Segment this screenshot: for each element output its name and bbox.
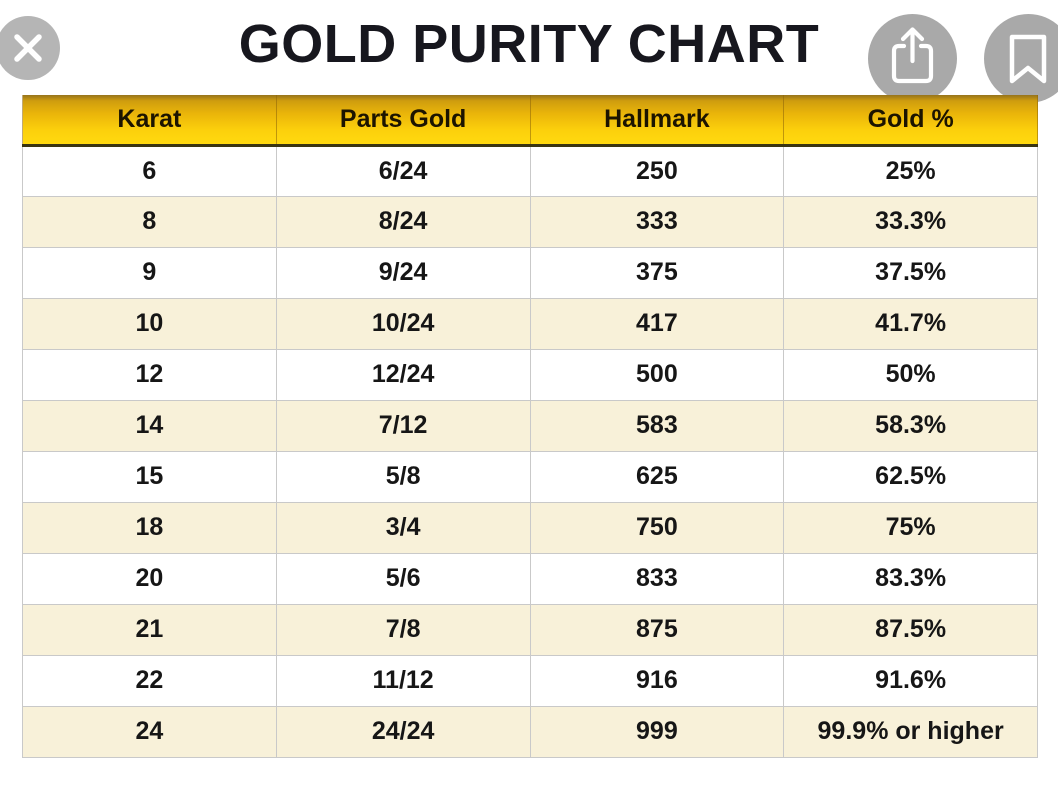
table-row: 12 12/24 500 50%: [22, 348, 1038, 401]
close-button[interactable]: [0, 16, 60, 80]
table-cell: 58.3%: [783, 399, 1038, 452]
table-cell: 625: [529, 450, 785, 503]
table-row: 6 6/24 250 25%: [22, 144, 1038, 197]
table-cell: 25%: [783, 144, 1038, 197]
table-cell: 8/24: [275, 195, 531, 248]
table-cell: 91.6%: [783, 654, 1038, 707]
table-cell: 41.7%: [783, 297, 1038, 350]
table-header: Karat Parts Gold Hallmark Gold %: [22, 95, 1038, 147]
table-cell: 5/6: [275, 552, 531, 605]
table-cell: 10/24: [275, 297, 531, 350]
table-cell: 22: [22, 654, 277, 707]
table-cell: 5/8: [275, 450, 531, 503]
table-cell: 417: [529, 297, 785, 350]
page-title: GOLD PURITY CHART: [238, 14, 820, 74]
table-cell: 916: [529, 654, 785, 707]
table-row: 8 8/24 333 33.3%: [22, 195, 1038, 248]
table-cell: 14: [22, 399, 277, 452]
table-cell: 6/24: [275, 144, 531, 197]
table-cell: 9: [22, 246, 277, 299]
table-cell: 62.5%: [783, 450, 1038, 503]
table-cell: 500: [529, 348, 785, 401]
table-row: 21 7/8 875 87.5%: [22, 603, 1038, 656]
table-cell: 20: [22, 552, 277, 605]
table-cell: 8: [22, 195, 277, 248]
table-cell: 10: [22, 297, 277, 350]
share-icon: [868, 14, 957, 103]
table-cell: 7/12: [275, 399, 531, 452]
table-cell: 87.5%: [783, 603, 1038, 656]
table-cell: 750: [529, 501, 785, 554]
table-cell: 875: [529, 603, 785, 656]
table-cell: 12/24: [275, 348, 531, 401]
bookmark-button[interactable]: [984, 14, 1058, 103]
table-cell: 583: [529, 399, 785, 452]
table-cell: 33.3%: [783, 195, 1038, 248]
table-cell: 833: [529, 552, 785, 605]
table-cell: 24: [22, 705, 277, 758]
table-cell: 999: [529, 705, 785, 758]
share-button[interactable]: [868, 14, 957, 103]
table-row: 9 9/24 375 37.5%: [22, 246, 1038, 299]
table-row: 24 24/24 999 99.9% or higher: [22, 705, 1038, 758]
table-body: 6 6/24 250 25% 8 8/24 333 33.3% 9 9/24 375 37.5% 10 1…: [22, 144, 1038, 758]
table-cell: 333: [529, 195, 785, 248]
header-cell-gold-: Gold %: [783, 95, 1038, 147]
header-cell-karat: Karat: [22, 95, 277, 147]
table-cell: 9/24: [275, 246, 531, 299]
table-cell: 250: [529, 144, 785, 197]
close-icon: [0, 16, 60, 80]
table-cell: 99.9% or higher: [783, 705, 1038, 758]
table-row: 14 7/12 583 58.3%: [22, 399, 1038, 452]
table-row: 18 3/4 750 75%: [22, 501, 1038, 554]
table-cell: 3/4: [275, 501, 531, 554]
table-cell: 21: [22, 603, 277, 656]
table-row: 22 11/12 916 91.6%: [22, 654, 1038, 707]
table-row: 15 5/8 625 62.5%: [22, 450, 1038, 503]
table-cell: 11/12: [275, 654, 531, 707]
table-cell: 7/8: [275, 603, 531, 656]
table-row: 10 10/24 417 41.7%: [22, 297, 1038, 350]
table-cell: 83.3%: [783, 552, 1038, 605]
table-row: 20 5/6 833 83.3%: [22, 552, 1038, 605]
table-header-row: Karat Parts Gold Hallmark Gold %: [22, 95, 1038, 147]
table-cell: 50%: [783, 348, 1038, 401]
table-cell: 375: [529, 246, 785, 299]
bookmark-icon: [984, 14, 1058, 103]
table-cell: 24/24: [275, 705, 531, 758]
header-cell-parts-gold: Parts Gold: [275, 95, 531, 147]
table-cell: 75%: [783, 501, 1038, 554]
table-cell: 18: [22, 501, 277, 554]
table-cell: 37.5%: [783, 246, 1038, 299]
header-cell-hallmark: Hallmark: [529, 95, 785, 147]
gold-purity-table: Karat Parts Gold Hallmark Gold % 6 6/24 250 25…: [22, 95, 1038, 758]
table-cell: 12: [22, 348, 277, 401]
table-cell: 6: [22, 144, 277, 197]
table-cell: 15: [22, 450, 277, 503]
